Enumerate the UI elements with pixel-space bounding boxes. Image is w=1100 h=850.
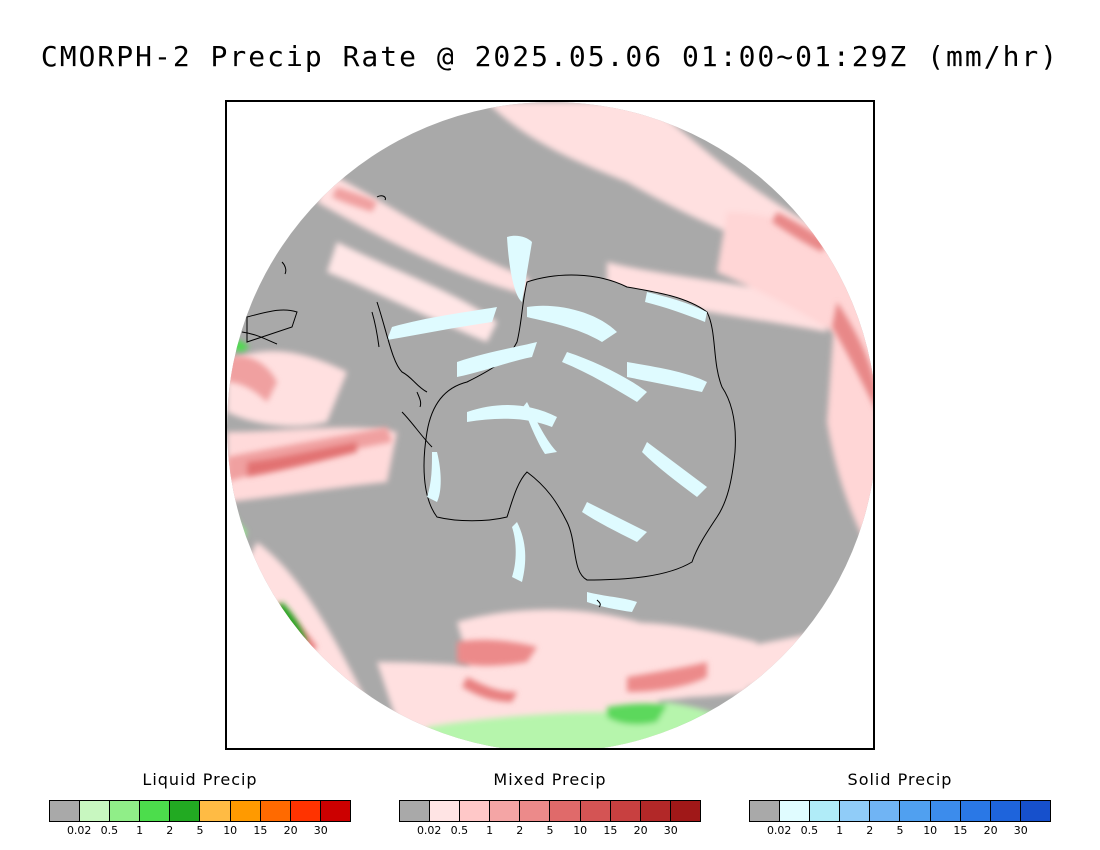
antarctica-landmass bbox=[423, 274, 736, 581]
legend-tick-label: 10 bbox=[923, 824, 938, 837]
legend-swatch bbox=[320, 801, 350, 821]
legend-title-solid: Solid Precip bbox=[847, 770, 953, 789]
legend-bar-liquid bbox=[49, 800, 351, 822]
coastlines bbox=[241, 195, 601, 608]
legend-tick-label: 1 bbox=[486, 824, 494, 837]
legend-swatch bbox=[960, 801, 991, 821]
solid-precip-regions bbox=[387, 235, 707, 612]
legend-tick-label: 0.5 bbox=[100, 824, 119, 837]
legend-swatch bbox=[430, 801, 461, 821]
legend-tick-label: 2 bbox=[166, 824, 174, 837]
legend-ticks-solid: 0.02 0.5 1 2 5 10 15 20 30 bbox=[749, 824, 1051, 838]
legend-swatch bbox=[870, 801, 901, 821]
legend-swatch bbox=[810, 801, 841, 821]
legend-tick-label: 1 bbox=[136, 824, 144, 837]
legend-swatch bbox=[170, 801, 201, 821]
legend-liquid: Liquid Precip 0.02 0.5 1 2 5 10 15 20 30 bbox=[49, 770, 351, 838]
legend-ticks-liquid: 0.02 0.5 1 2 5 10 15 20 30 bbox=[49, 824, 351, 838]
legend-bar-solid bbox=[749, 800, 1051, 822]
legend-tick-label: 15 bbox=[953, 824, 968, 837]
legend-swatch bbox=[80, 801, 111, 821]
legend-solid: Solid Precip 0.02 0.5 1 2 5 10 15 20 30 bbox=[749, 770, 1051, 838]
legend-swatch bbox=[900, 801, 931, 821]
legend-tick-label: 0.5 bbox=[450, 824, 469, 837]
legend-tick-label: 20 bbox=[633, 824, 648, 837]
legend-tick-label: 5 bbox=[196, 824, 204, 837]
precip-map-canvas bbox=[227, 102, 873, 748]
legend-swatch bbox=[610, 801, 641, 821]
legend-tick-label: 20 bbox=[283, 824, 298, 837]
legend-tick-label: 15 bbox=[603, 824, 618, 837]
legend-tick-label: 20 bbox=[983, 824, 998, 837]
legend-swatch bbox=[990, 801, 1021, 821]
legend-tick-label: 0.5 bbox=[800, 824, 819, 837]
legend-swatch bbox=[670, 801, 700, 821]
legend-tick-label: 30 bbox=[1013, 824, 1028, 837]
legend-title-mixed: Mixed Precip bbox=[493, 770, 607, 789]
legend-swatch bbox=[640, 801, 671, 821]
legend-bar-mixed bbox=[399, 800, 701, 822]
legend-swatch bbox=[400, 801, 431, 821]
legend-tick-label: 0.02 bbox=[66, 824, 92, 837]
legend-swatch bbox=[110, 801, 141, 821]
legend-swatch bbox=[260, 801, 291, 821]
legend-swatch bbox=[580, 801, 611, 821]
legend-swatch bbox=[140, 801, 171, 821]
legend-swatch bbox=[550, 801, 581, 821]
legend-tick-label: 2 bbox=[516, 824, 524, 837]
legend-title-liquid: Liquid Precip bbox=[142, 770, 258, 789]
legend-swatch bbox=[200, 801, 231, 821]
legend-swatch bbox=[750, 801, 781, 821]
legend-tick-label: 30 bbox=[313, 824, 328, 837]
legend-tick-label: 10 bbox=[223, 824, 238, 837]
map-title: CMORPH-2 Precip Rate @ 2025.05.06 01:00~… bbox=[40, 40, 1060, 73]
legend-swatch bbox=[520, 801, 551, 821]
legend-ticks-mixed: 0.02 0.5 1 2 5 10 15 20 30 bbox=[399, 824, 701, 838]
legend-tick-label: 15 bbox=[253, 824, 268, 837]
legend-tick-label: 5 bbox=[546, 824, 554, 837]
legend-swatch bbox=[290, 801, 321, 821]
legend-swatch bbox=[460, 801, 491, 821]
legend-tick-label: 0.02 bbox=[766, 824, 792, 837]
legend-tick-label: 1 bbox=[836, 824, 844, 837]
legend-tick-label: 2 bbox=[866, 824, 874, 837]
legend-mixed: Mixed Precip 0.02 0.5 1 2 5 10 15 20 30 bbox=[399, 770, 701, 838]
legend-swatch bbox=[840, 801, 871, 821]
legend-tick-label: 10 bbox=[573, 824, 588, 837]
legend-tick-label: 0.02 bbox=[416, 824, 442, 837]
legend-swatch bbox=[490, 801, 521, 821]
legend-tick-label: 30 bbox=[663, 824, 678, 837]
legend-swatch bbox=[230, 801, 261, 821]
legend-swatch bbox=[930, 801, 961, 821]
legend-swatch bbox=[780, 801, 811, 821]
legend-tick-label: 5 bbox=[896, 824, 904, 837]
legend-swatch bbox=[1020, 801, 1050, 821]
legend-swatch bbox=[50, 801, 81, 821]
polar-map bbox=[225, 100, 875, 750]
